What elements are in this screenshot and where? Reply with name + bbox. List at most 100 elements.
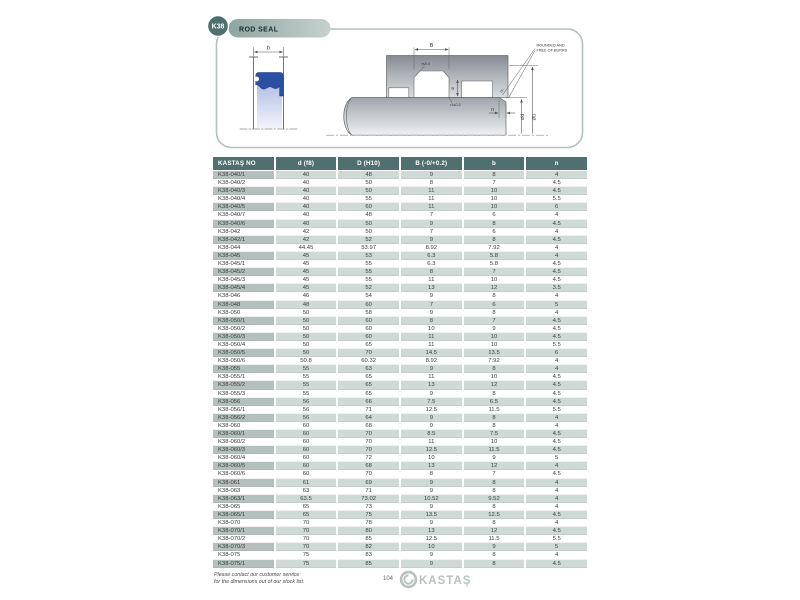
value-cell: 45 xyxy=(276,260,337,268)
table-row: K38-040/2 40 50 8 7 4.5 xyxy=(213,179,587,187)
table-row: K38-040/7 40 48 7 6 4 xyxy=(213,211,587,219)
value-cell: 60 xyxy=(338,203,399,212)
value-cell: 8 xyxy=(401,316,462,325)
value-cell: 56 xyxy=(275,397,337,406)
table-row: K38-070/2 70 85 12.5 11.5 5.5 xyxy=(213,535,587,543)
value-cell: 13.5 xyxy=(463,349,525,358)
part-number-cell: K38-050/2 xyxy=(213,325,274,333)
footer-note-line2: for the dimensions out of our stock list… xyxy=(214,578,305,585)
value-cell: 70 xyxy=(276,519,337,527)
value-cell: 50 xyxy=(338,187,399,196)
value-cell: 52 xyxy=(338,284,399,293)
table-row: K38-075/1 75 85 9 8 4.5 xyxy=(213,559,587,568)
value-cell: 8 xyxy=(464,551,525,559)
value-cell: 6.3 xyxy=(401,260,462,268)
value-cell: 6 xyxy=(463,300,525,309)
value-cell: 13 xyxy=(401,527,462,536)
value-cell: 7.92 xyxy=(464,244,525,252)
table-row: K38-050/5 50 70 14.5 13.5 6 xyxy=(213,349,587,358)
part-number-cell: K38-070/3 xyxy=(213,543,274,552)
value-cell: 5.5 xyxy=(526,406,587,414)
value-cell: 8.5 xyxy=(401,430,462,439)
value-cell: 54 xyxy=(338,292,399,300)
column-header: n xyxy=(526,157,587,170)
table-row: K38-050/4 50 65 11 10 5.5 xyxy=(213,341,587,349)
value-cell: 6.3 xyxy=(401,251,462,261)
value-cell: 4.5 xyxy=(526,438,587,446)
value-cell: 56 xyxy=(276,406,337,414)
value-cell: 4 xyxy=(526,211,587,219)
table-row: K38-045/3 45 55 11 10 4.5 xyxy=(213,276,587,284)
part-number-cell: K38-060/3 xyxy=(213,446,274,455)
value-cell: 12 xyxy=(463,527,525,536)
value-cell: 50 xyxy=(275,349,337,358)
value-cell: 40 xyxy=(275,219,337,228)
value-cell: 6 xyxy=(526,349,587,358)
value-cell: 10 xyxy=(464,276,525,284)
value-cell: 60 xyxy=(275,462,337,471)
part-number-cell: K38-045/4 xyxy=(213,284,274,293)
part-number-cell: K38-040/3 xyxy=(213,187,274,196)
value-cell: 45 xyxy=(275,268,337,277)
table-row: K38-063 63 71 9 8 4 xyxy=(213,487,587,495)
value-cell: 5 xyxy=(526,454,587,462)
part-number-cell: K38-060/4 xyxy=(213,454,274,462)
value-cell: 7 xyxy=(401,300,462,309)
value-cell: 9 xyxy=(464,325,525,333)
value-cell: 4 xyxy=(526,251,587,261)
value-cell: 5 xyxy=(526,300,587,309)
value-cell: 4 xyxy=(526,244,587,252)
value-cell: 4 xyxy=(526,228,587,236)
kastas-brand-text: KASTAŞ xyxy=(419,575,471,587)
value-cell: 7.5 xyxy=(401,397,462,406)
table-row: K38-060/4 60 72 10 9 5 xyxy=(213,454,587,462)
value-cell: 48 xyxy=(338,171,399,180)
value-cell: 9.52 xyxy=(463,494,525,503)
value-cell: 50 xyxy=(275,332,337,341)
value-cell: 60 xyxy=(276,454,337,462)
value-cell: 7 xyxy=(463,316,525,325)
value-cell: 4.5 xyxy=(526,373,587,381)
value-cell: 4.5 xyxy=(526,332,587,341)
table-row: K38-060/5 60 68 13 12 4 xyxy=(213,462,587,471)
value-cell: 13.5 xyxy=(401,510,462,520)
value-cell: 8 xyxy=(401,470,462,478)
value-cell: 14.5 xyxy=(401,349,462,358)
footer-note-line1: Please contact our customer service xyxy=(214,572,300,578)
value-cell: 8 xyxy=(463,478,525,487)
value-cell: 4 xyxy=(526,292,587,300)
value-cell: 8 xyxy=(464,519,525,527)
value-cell: 9 xyxy=(401,235,462,244)
table-row: K38-050/1 50 60 8 7 4.5 xyxy=(213,316,587,325)
value-cell: 8 xyxy=(464,503,525,511)
value-cell: 50 xyxy=(338,179,399,187)
value-cell: 66 xyxy=(338,397,399,406)
value-cell: 48 xyxy=(275,300,337,309)
part-number-cell: K38-040/5 xyxy=(213,203,274,212)
value-cell: 10 xyxy=(464,195,525,203)
value-cell: 10 xyxy=(401,543,462,552)
dim-b-label: b xyxy=(267,46,270,52)
value-cell: 65 xyxy=(338,390,399,398)
burrs-note-line2: FREE OF BURRS xyxy=(537,49,568,53)
value-cell: 65 xyxy=(276,503,337,511)
value-cell: 70 xyxy=(338,349,399,358)
table-row: K38-070 70 78 9 8 4 xyxy=(213,519,587,527)
part-number-cell: K38-063/1 xyxy=(213,494,274,503)
value-cell: 65 xyxy=(338,381,399,390)
value-cell: 60 xyxy=(338,316,399,325)
value-cell: 9 xyxy=(401,309,462,317)
value-cell: 58 xyxy=(338,309,399,317)
part-number-cell: K38-055/2 xyxy=(213,381,274,390)
value-cell: 50 xyxy=(338,219,399,228)
table-row: K38-056/1 56 71 12.5 11.5 5.5 xyxy=(213,406,587,414)
dim-r-top-label: r≤0.4 xyxy=(422,62,431,66)
value-cell: 4.5 xyxy=(526,510,587,520)
part-number-cell: K38-061 xyxy=(213,478,274,487)
column-header: b xyxy=(463,157,525,170)
value-cell: 4.5 xyxy=(526,325,587,333)
part-number-cell: K38-056 xyxy=(213,397,274,406)
value-cell: 12.5 xyxy=(401,406,462,414)
value-cell: 55 xyxy=(275,365,337,374)
part-number-cell: K38-048 xyxy=(213,300,274,309)
